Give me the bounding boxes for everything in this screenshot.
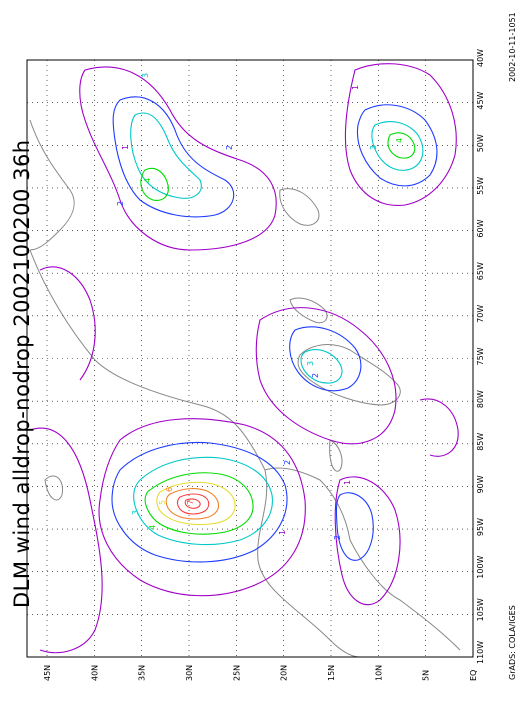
lon-tick-label: 75W <box>476 347 485 365</box>
contour-line <box>177 493 210 515</box>
contour-line <box>356 104 438 187</box>
contour-label: 2 <box>283 460 292 465</box>
footer-credit: GrADS: COLA/IGES <box>508 605 517 680</box>
chart-title: DLM wind alldrop-nodrop 2002100200 36h <box>10 139 34 608</box>
coastlines <box>29 119 461 658</box>
lon-tick-label: 70W <box>476 305 485 323</box>
contour-line <box>112 96 235 218</box>
coastline <box>29 119 75 251</box>
contour-line <box>419 398 459 457</box>
axis-ticks: 110W 105W 100W 95W 90W 85W 80W 75W 70W 65W 60W 55W 5… <box>43 49 485 681</box>
lon-tick-label: 60W <box>476 219 485 237</box>
coastline <box>279 188 320 226</box>
contour-label: 3 <box>141 73 150 78</box>
contour-line <box>335 492 374 561</box>
contour-line <box>371 121 424 171</box>
contour-line <box>184 498 201 509</box>
lon-tick-label: 65W <box>476 262 485 280</box>
contour-line <box>334 476 401 606</box>
contour-line <box>39 266 96 381</box>
contour-label: 1 <box>121 145 130 150</box>
contour-line <box>29 427 103 654</box>
contour-line <box>98 418 306 597</box>
contour-label: 6 <box>165 487 174 492</box>
lon-tick-label: 90W <box>476 475 485 493</box>
lon-tick-label: 110W <box>476 641 485 664</box>
lon-tick-label: 85W <box>476 433 485 451</box>
contour-label: 2 <box>116 201 125 206</box>
contour-label: 1 <box>343 480 352 485</box>
contour-line <box>144 472 254 535</box>
contour-label: 4 <box>148 525 157 530</box>
coastline <box>44 475 64 501</box>
contour-line <box>156 481 236 526</box>
contour-line <box>344 63 457 206</box>
coastline <box>329 439 343 472</box>
lat-tick-label: 5N <box>422 670 431 681</box>
lat-tick-label: 40N <box>90 665 99 681</box>
lon-tick-label: 105W <box>476 598 485 621</box>
lat-tick-label: EQ <box>469 670 478 681</box>
contour-label: 4 <box>143 178 152 183</box>
contour-label: 5 <box>158 500 167 505</box>
coastline <box>29 249 361 658</box>
contour-label: 2 <box>333 535 342 540</box>
contour-label: 1 <box>351 85 360 90</box>
contour-label: 2 <box>311 373 320 378</box>
contour-label: 3 <box>369 145 378 150</box>
lon-tick-label: 50W <box>476 134 485 152</box>
lat-tick-label: 35N <box>138 665 147 681</box>
contour-label: 3 <box>306 361 315 366</box>
coastline <box>289 297 328 324</box>
footer-timestamp: 2002-10-11-1051 <box>508 12 517 82</box>
contour-label: 3 <box>131 510 140 515</box>
contour-line <box>133 456 273 546</box>
lat-tick-label: 30N <box>185 665 194 681</box>
lon-tick-label: 40W <box>476 49 485 67</box>
contour-label: 4 <box>395 138 404 143</box>
lat-tick-label: 45N <box>43 665 52 681</box>
contour-line <box>140 167 169 201</box>
lon-tick-label: 95W <box>476 518 485 536</box>
lon-tick-label: 55W <box>476 177 485 195</box>
lat-tick-label: 10N <box>374 665 383 681</box>
contour-label: 2 <box>225 145 234 150</box>
plot-frame <box>26 59 474 658</box>
contour-line <box>289 326 362 392</box>
contour-line <box>130 112 202 199</box>
contour-line <box>300 349 343 384</box>
contour-line <box>255 307 397 445</box>
contour-line <box>79 66 277 251</box>
contour-label: 1 <box>278 530 287 535</box>
contour-line <box>165 488 220 520</box>
lon-tick-label: 80W <box>476 390 485 408</box>
lat-tick-label: 25N <box>232 665 241 681</box>
lon-tick-label: 45W <box>476 91 485 109</box>
contour-line <box>111 441 288 563</box>
lat-tick-label: 20N <box>280 665 289 681</box>
contours: 1 2 3 4 2 1 3 4 2 3 4 5 6 7 2 3 1 2 1 <box>29 63 459 654</box>
contour-line <box>387 132 416 159</box>
coastline <box>264 467 461 651</box>
contour-label: 7 <box>186 500 195 505</box>
lon-tick-label: 100W <box>476 555 485 578</box>
lat-tick-label: 15N <box>327 665 336 681</box>
